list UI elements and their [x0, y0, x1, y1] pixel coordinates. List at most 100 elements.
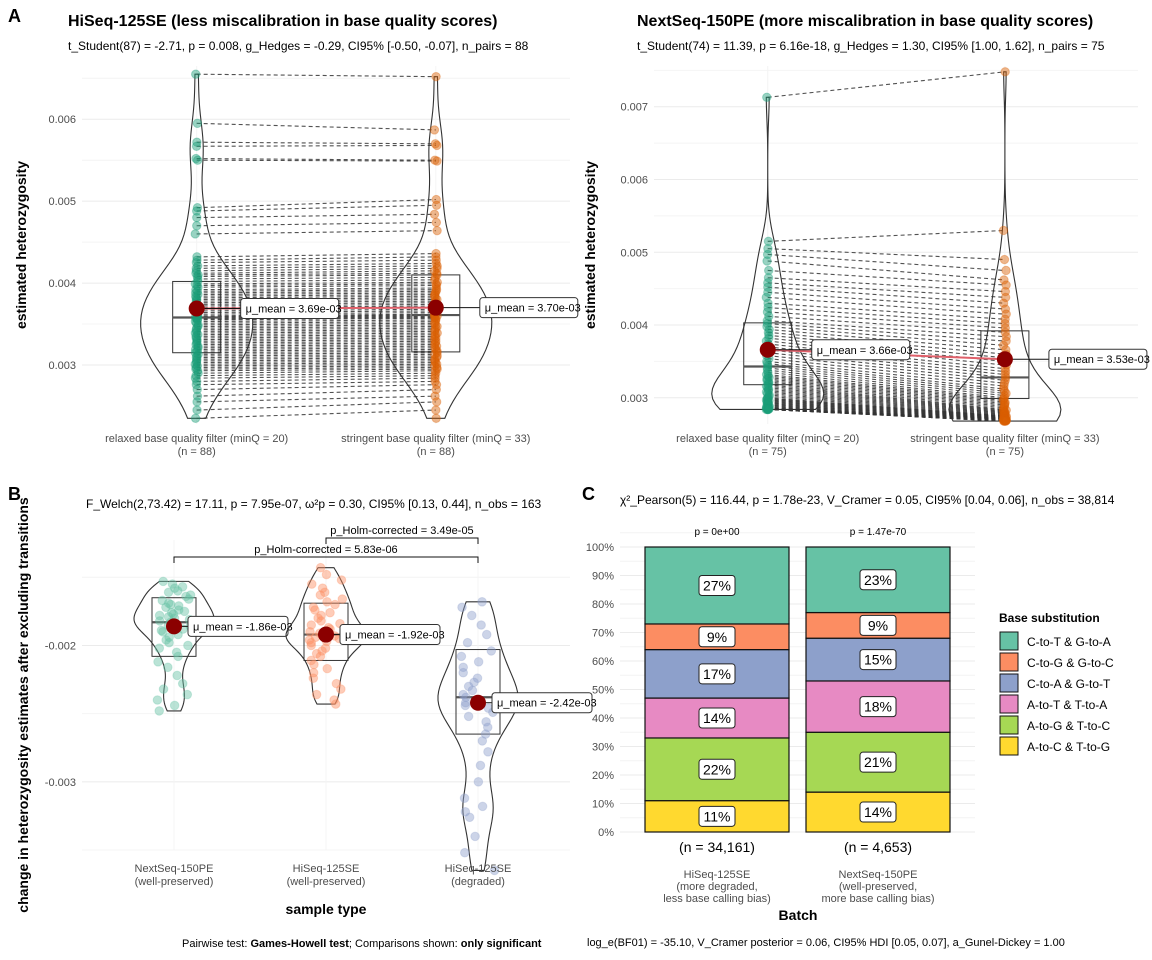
data-point	[430, 325, 440, 335]
data-point	[430, 370, 440, 381]
panel-b-plot: -0.002 -0.003 μ_mean = -1.86e-03 NextSeq-15…	[45, 525, 597, 888]
data-point	[191, 325, 201, 335]
data-point	[431, 336, 441, 346]
data-point	[430, 289, 440, 300]
paired-line	[196, 287, 436, 291]
data-point	[763, 302, 773, 313]
data-point	[762, 358, 772, 369]
data-point	[192, 366, 203, 376]
data-point	[999, 275, 1009, 285]
paired-line	[767, 387, 1005, 412]
data-point	[183, 594, 194, 604]
data-point	[430, 349, 440, 360]
paired-line	[767, 269, 1005, 286]
data-point	[193, 282, 203, 292]
data-point	[190, 359, 200, 369]
paired-line	[196, 335, 436, 339]
data-point	[158, 576, 169, 587]
data-point	[432, 261, 442, 271]
data-point	[192, 351, 202, 361]
data-point	[329, 695, 339, 705]
data-point	[193, 289, 203, 300]
data-point	[154, 706, 165, 716]
data-point	[171, 647, 182, 658]
data-point	[319, 587, 330, 598]
paired-line	[196, 380, 436, 386]
data-point	[182, 689, 193, 700]
data-point	[173, 601, 184, 611]
data-point	[191, 379, 202, 390]
data-label: 23%	[864, 572, 892, 588]
paired-line	[767, 296, 1005, 315]
box	[411, 274, 461, 353]
data-point	[192, 271, 203, 282]
data-point	[154, 643, 165, 653]
data-point	[1001, 309, 1011, 319]
data-point	[191, 141, 202, 151]
data-point	[763, 327, 774, 338]
data-point	[177, 582, 188, 592]
panel-letter-b: B	[8, 484, 21, 504]
data-point	[761, 381, 772, 391]
data-point	[191, 370, 201, 381]
data-point	[311, 689, 322, 700]
data-point	[763, 287, 773, 297]
data-point	[430, 376, 440, 387]
paired-line	[196, 295, 436, 299]
data-point	[322, 663, 333, 674]
data-point	[1001, 414, 1011, 425]
data-point	[1000, 314, 1010, 324]
x-tick-sub: (well-preserved)	[135, 876, 214, 888]
data-point	[190, 328, 201, 338]
paired-line	[767, 395, 1005, 416]
data-point	[191, 206, 202, 216]
paired-line	[767, 397, 1005, 417]
data-point	[762, 375, 772, 386]
data-point	[763, 404, 773, 415]
mean-label-box	[1048, 348, 1148, 370]
paired-line	[196, 265, 436, 269]
data-point	[191, 266, 202, 276]
data-point	[763, 398, 773, 409]
caption-test: Games-Howell test	[250, 938, 349, 950]
data-point	[193, 274, 203, 284]
data-label-box	[698, 626, 736, 648]
paired-line	[196, 348, 436, 352]
paired-line	[196, 352, 436, 355]
data-point	[764, 265, 774, 276]
data-point	[192, 280, 202, 291]
y-tick-label: 70%	[592, 628, 614, 640]
paired-line	[196, 377, 436, 382]
data-point	[432, 359, 442, 369]
data-point	[431, 333, 441, 343]
paired-line	[196, 324, 436, 328]
data-point	[161, 602, 171, 613]
data-point	[999, 401, 1010, 412]
data-label: 11%	[704, 808, 731, 824]
comparison-bracket	[325, 537, 479, 544]
data-point	[432, 225, 442, 236]
data-point	[432, 321, 442, 332]
paired-line	[767, 408, 1005, 422]
paired-line	[196, 327, 436, 331]
paired-line	[196, 350, 436, 354]
paired-line	[196, 363, 436, 367]
data-point	[999, 416, 1009, 426]
legend-label: C-to-T & G-to-A	[1027, 635, 1111, 649]
mean-label-box	[479, 297, 579, 319]
data-point	[306, 655, 317, 666]
data-point	[315, 590, 326, 600]
data-point	[761, 369, 772, 380]
paired-line	[196, 283, 436, 287]
data-point	[762, 393, 773, 403]
data-point	[761, 404, 771, 415]
data-point	[158, 684, 169, 694]
data-point	[1000, 413, 1010, 423]
panel-a-right-title: NextSeq-150PE (more miscalibration in ba…	[637, 13, 1093, 30]
paired-line	[196, 343, 436, 347]
data-point	[185, 590, 196, 600]
data-point	[460, 807, 471, 817]
data-point	[336, 684, 346, 694]
legend-swatch	[999, 652, 1019, 672]
data-point	[432, 268, 442, 278]
